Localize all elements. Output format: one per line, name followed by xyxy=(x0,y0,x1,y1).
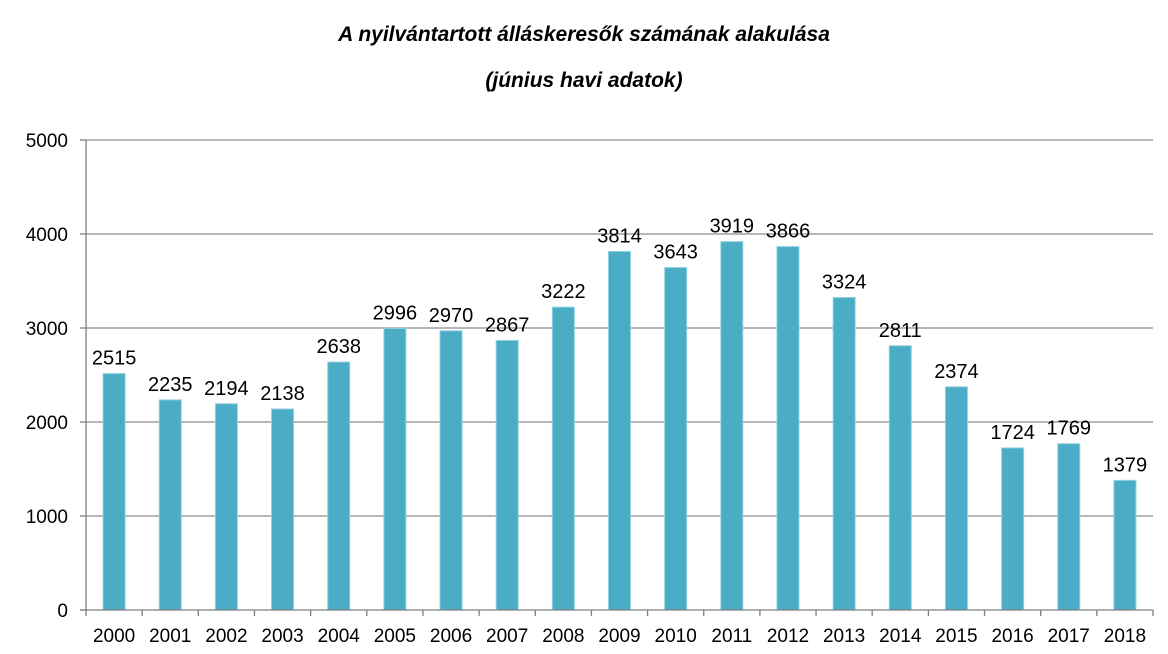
x-tick-label-2002: 2002 xyxy=(205,626,247,647)
y-tick-label: 1000 xyxy=(26,507,68,528)
data-label-2010: 3643 xyxy=(653,242,698,264)
bar-2012 xyxy=(776,246,800,611)
bar-2009 xyxy=(608,250,631,611)
bar-2015 xyxy=(944,386,968,611)
x-tick-label-2011: 2011 xyxy=(711,626,752,647)
chart-subtitle: (június havi adatok) xyxy=(485,69,683,92)
data-label-2004: 2638 xyxy=(316,336,361,358)
x-tick-label-2014: 2014 xyxy=(879,626,922,647)
bars xyxy=(102,241,1137,611)
x-tick-label-2008: 2008 xyxy=(542,626,584,647)
bar-2003 xyxy=(271,408,295,611)
x-tick-label-2003: 2003 xyxy=(261,626,303,647)
bar-2013 xyxy=(832,297,856,611)
y-tick-label: 2000 xyxy=(26,413,68,434)
x-tick-label-2016: 2016 xyxy=(991,626,1033,647)
x-tick-label-2015: 2015 xyxy=(935,626,977,647)
x-tick-label-2006: 2006 xyxy=(430,626,472,647)
bar-2011 xyxy=(720,241,744,611)
bar-2017 xyxy=(1057,443,1081,611)
y-tick-label: 0 xyxy=(57,601,68,622)
bar-2007 xyxy=(495,340,519,611)
bar-2004 xyxy=(327,361,351,611)
bar-2014 xyxy=(888,345,912,611)
bar-2005 xyxy=(383,327,407,611)
x-tick-label-2009: 2009 xyxy=(598,626,640,647)
bar-2008 xyxy=(551,306,575,611)
x-tick-label-2017: 2017 xyxy=(1048,626,1090,647)
y-tick-label: 3000 xyxy=(26,319,68,340)
x-tick-label-2005: 2005 xyxy=(374,626,416,647)
data-label-2011: 3919 xyxy=(710,216,755,238)
data-label-2007: 2867 xyxy=(485,315,530,337)
data-label-2012: 3866 xyxy=(766,221,811,243)
x-tick-label-2012: 2012 xyxy=(767,626,809,647)
x-tick-label-2004: 2004 xyxy=(318,626,361,647)
bar-2018 xyxy=(1113,479,1137,611)
data-label-2015: 2374 xyxy=(934,361,979,383)
data-label-2002: 2194 xyxy=(204,378,249,400)
x-tick-label-2018: 2018 xyxy=(1104,626,1146,647)
bar-2001 xyxy=(158,399,182,611)
bar-2006 xyxy=(439,330,463,611)
x-tick-label-2001: 2001 xyxy=(149,626,191,647)
data-label-2001: 2235 xyxy=(148,374,193,396)
x-tick-label-2013: 2013 xyxy=(823,626,865,647)
data-label-2013: 3324 xyxy=(822,272,867,294)
data-label-2009: 3814 xyxy=(597,225,642,247)
x-tick-label-2010: 2010 xyxy=(655,626,697,647)
x-tick-label-2007: 2007 xyxy=(486,626,528,647)
axes: 0 1000 2000 3000 4000 5000 2000 2001 2002 2003 200… xyxy=(26,131,1154,647)
data-label-2008: 3222 xyxy=(541,281,586,303)
y-tick-label: 4000 xyxy=(26,225,68,246)
y-tick-label: 5000 xyxy=(26,131,68,152)
data-label-2003: 2138 xyxy=(260,383,305,405)
data-label-2014: 2811 xyxy=(879,320,922,342)
data-label-2005: 2996 xyxy=(373,302,418,324)
bar-2016 xyxy=(1001,447,1025,611)
bar-2002 xyxy=(214,403,238,611)
data-label-2000: 2515 xyxy=(92,348,137,370)
data-label-2016: 1724 xyxy=(990,422,1035,444)
data-label-2006: 2970 xyxy=(429,305,474,327)
x-tick-label-2000: 2000 xyxy=(93,626,135,647)
data-label-2017: 1769 xyxy=(1047,418,1092,440)
bar-2000 xyxy=(102,373,126,611)
chart-title: A nyilvántartott álláskeresők számának a… xyxy=(338,23,830,46)
bar-2010 xyxy=(664,267,688,611)
data-labels: 2515 2235 2194 2138 2638 2996 2970 2867 3222 3814… xyxy=(92,216,1147,477)
data-label-2018: 1379 xyxy=(1103,454,1148,476)
